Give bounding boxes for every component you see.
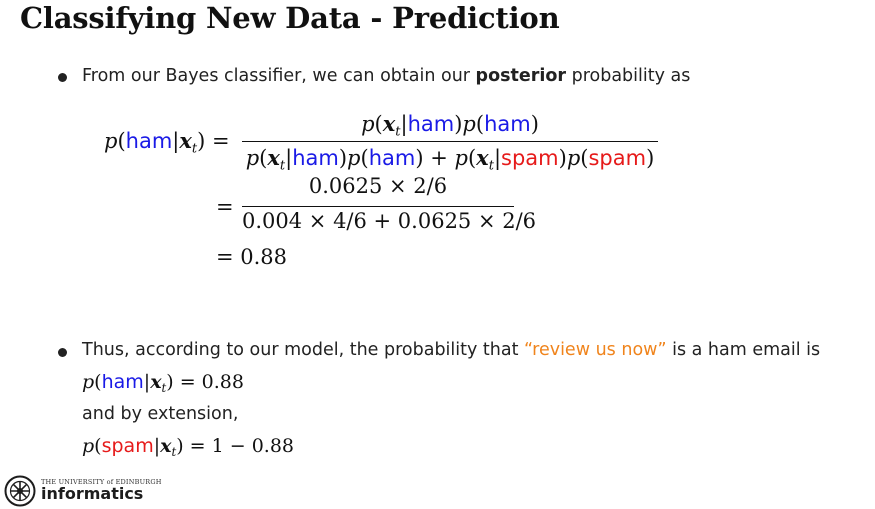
equation-line-3: = 0.88 (216, 245, 288, 269)
bullet-2-text-before: Thus, according to our model, the probab… (82, 340, 525, 360)
fraction-1-bar (242, 141, 658, 143)
equation-lhs: p(ham|xt) = (104, 128, 230, 157)
logo-university-text: THE UNIVERSITY of EDINBURGH (41, 478, 162, 486)
crest-icon (4, 475, 36, 507)
bullet-1-text: From our Bayes classifier, we can obtain… (82, 66, 690, 86)
slide-title: Classifying New Data - Prediction (20, 1, 560, 35)
bullet-dot (58, 73, 67, 82)
ham-label: ham (125, 129, 173, 153)
bullet-2-text-after: is a ham email is (666, 340, 821, 360)
result-ham: p(ham|xt) = 0.88 (82, 371, 244, 396)
logo-informatics-text: informatics (41, 484, 144, 503)
bullet-1-text-after: probability as (566, 66, 691, 86)
quoted-phrase: “review us now” (524, 340, 667, 360)
equation-line-2-equals: = (216, 195, 234, 219)
fraction-2-denominator: 0.004 × 4/6 + 0.0625 × 2/6 (242, 209, 537, 233)
fraction-1-numerator: p(xt|ham)p(ham) (361, 111, 539, 140)
result-spam: p(spam|xt) = 1 − 0.88 (82, 435, 294, 460)
university-logo: THE UNIVERSITY of EDINBURGH informatics (4, 474, 161, 508)
fraction-2-numerator: 0.0625 × 2/6 (308, 174, 448, 198)
middle-text: and by extension, (82, 404, 239, 424)
fraction-1-denominator: p(xt|ham)p(ham) + p(xt|spam)p(spam) (245, 145, 655, 174)
bullet-1-bold-word: posterior (475, 66, 567, 86)
bullet-2-text: Thus, according to our model, the probab… (82, 340, 820, 360)
spam-label: spam (501, 146, 559, 170)
bullet-1-text-before: From our Bayes classifier, we can obtain… (82, 66, 476, 86)
fraction-2-bar (242, 206, 514, 208)
bullet-dot (58, 348, 67, 357)
